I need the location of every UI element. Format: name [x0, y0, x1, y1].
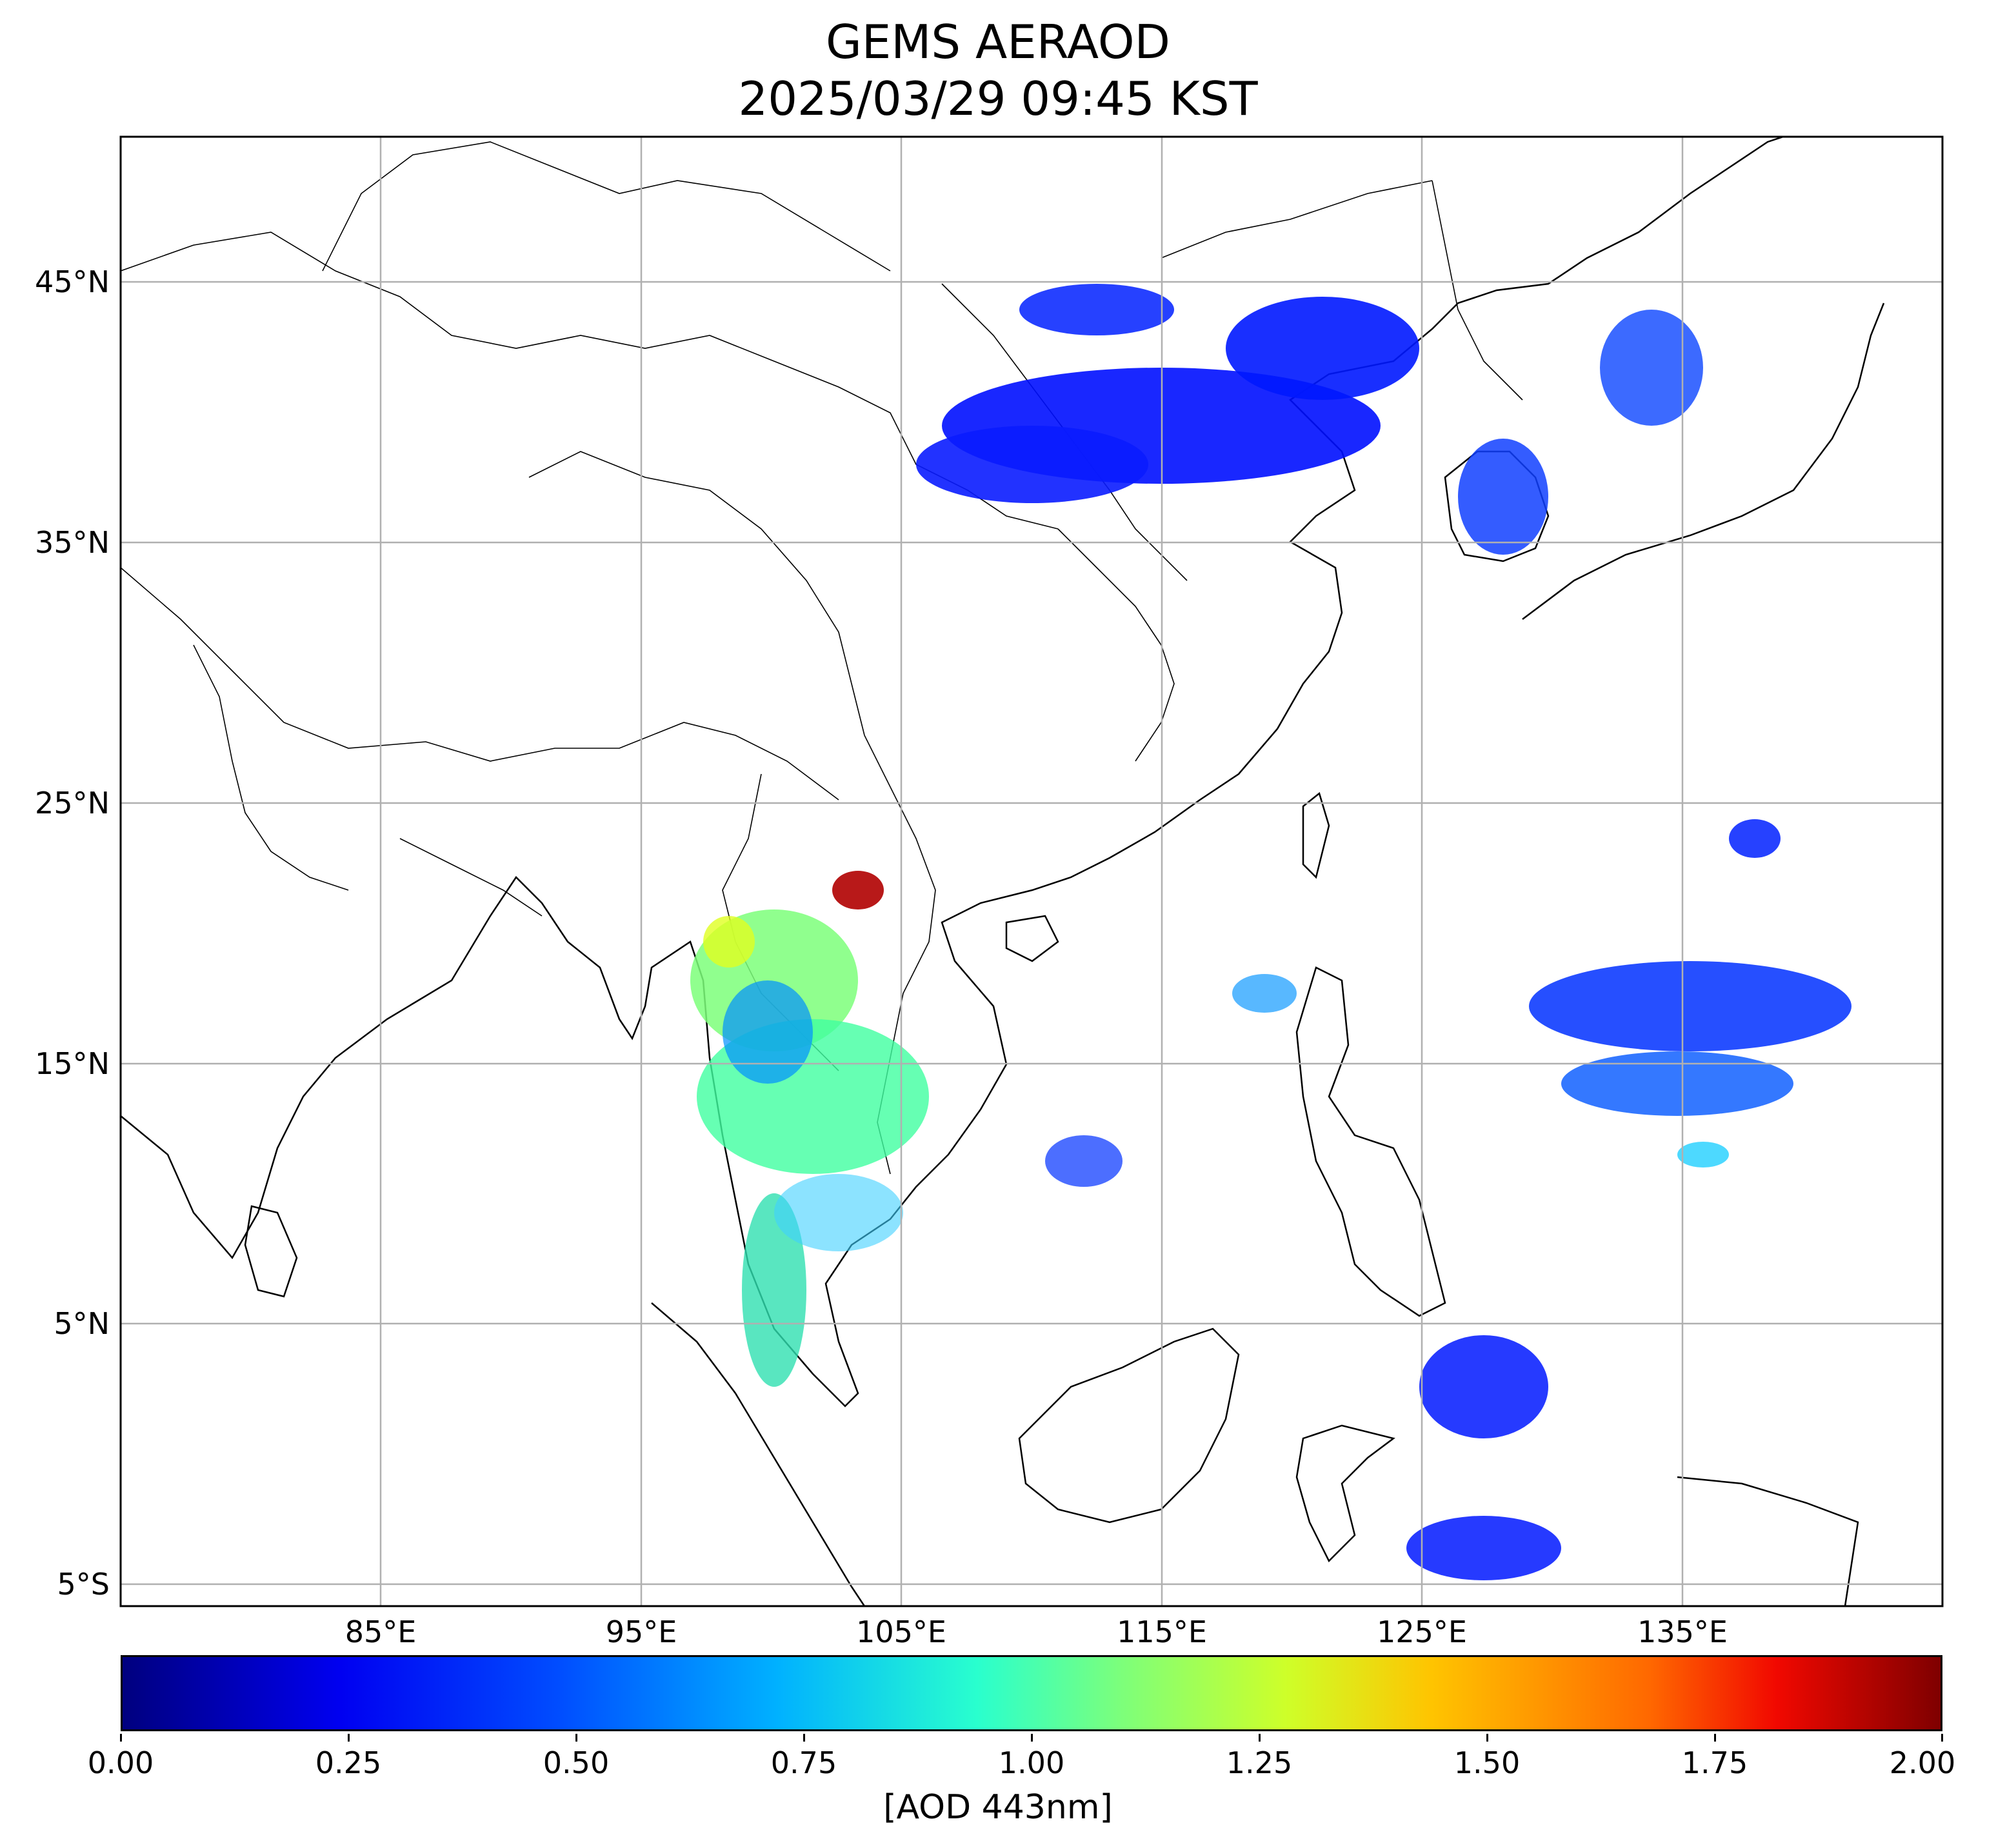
lon-label-95e: 95°E — [605, 1615, 677, 1649]
colorbar-label-7: 1.75 — [1681, 1745, 1748, 1780]
colorbar-tick — [120, 1734, 122, 1742]
aod-patch-pacific-south — [1561, 1051, 1793, 1116]
colorbar-tick — [803, 1734, 805, 1742]
aod-patch-indochina-core — [723, 980, 813, 1084]
aod-patch-sulawesi-sea — [1419, 1335, 1548, 1438]
japan-coast — [1522, 303, 1885, 620]
philippines-coast — [1295, 966, 1446, 1317]
lon-label-135e: 135°E — [1637, 1615, 1728, 1649]
colorbar-label-3: 0.75 — [770, 1745, 837, 1780]
colorbar-label-0: 0.00 — [87, 1745, 154, 1780]
aod-patch-pacific-north — [1529, 961, 1851, 1051]
map-title: GEMS AERAOD — [826, 15, 1170, 69]
colorbar-title: [AOD 443nm] — [883, 1788, 1113, 1827]
taiwan-coast — [1302, 791, 1330, 879]
lon-label-115e: 115°E — [1117, 1615, 1207, 1649]
lat-label-35n: 35°N — [35, 525, 110, 560]
sulawesi-coast — [1295, 1424, 1395, 1563]
colorbar-label-1: 0.25 — [315, 1745, 382, 1780]
new-guinea-coast — [1677, 1476, 1859, 1606]
aod-patch-laos-hotspot — [832, 871, 884, 909]
colorbar-label-8: 2.00 — [1889, 1745, 1956, 1780]
lat-label-15n: 15°N — [35, 1046, 110, 1081]
map-frame — [119, 135, 1944, 1607]
aod-patch-inner-mongolia — [1226, 297, 1419, 400]
grid-lines — [121, 137, 1942, 1606]
aod-patches — [690, 284, 1851, 1580]
borneo-coast — [1018, 1327, 1240, 1524]
lat-label-5n: 5°N — [54, 1306, 110, 1341]
lat-label-5s: 5°S — [57, 1567, 110, 1602]
aod-patch-gulf-thailand — [774, 1174, 903, 1251]
map-subtitle: 2025/03/29 09:45 KST — [738, 72, 1258, 126]
colorbar-label-5: 1.25 — [1226, 1745, 1293, 1780]
aod-patch-pacific-east — [1729, 819, 1781, 858]
colorbar-tick — [1486, 1734, 1488, 1742]
aod-colorbar — [121, 1655, 1942, 1731]
aod-patch-northeast — [1019, 284, 1174, 335]
country-borders — [121, 141, 1523, 1175]
lat-label-45n: 45°N — [35, 264, 110, 299]
aod-patch-pacific-cyan — [1677, 1142, 1729, 1167]
sumatra-coast — [651, 1302, 866, 1606]
aod-patch-myanmar-yellow — [703, 916, 755, 968]
aod-patch-luzon-strait — [1232, 974, 1297, 1013]
colorbar-tick — [1031, 1734, 1033, 1742]
aod-patch-malay-peninsula — [742, 1193, 806, 1387]
sri-lanka-coast — [244, 1205, 298, 1298]
colorbar-label-6: 1.50 — [1453, 1745, 1521, 1780]
lon-label-85e: 85°E — [344, 1615, 417, 1649]
colorbar-tick — [575, 1734, 577, 1742]
lon-label-105e: 105°E — [856, 1615, 946, 1649]
aod-patch-korea — [1458, 439, 1548, 555]
colorbar-label-2: 0.50 — [543, 1745, 610, 1780]
lon-label-125e: 125°E — [1377, 1615, 1467, 1649]
aod-patch-hebei — [916, 426, 1148, 503]
lat-label-25n: 25°N — [35, 786, 110, 820]
colorbar-tick — [1714, 1734, 1716, 1742]
colorbar-label-4: 1.00 — [998, 1745, 1065, 1780]
colorbar-tick — [348, 1734, 350, 1742]
colorbar-tick — [1259, 1734, 1261, 1742]
aod-patch-banda — [1406, 1516, 1561, 1580]
hainan-coast — [1005, 915, 1059, 962]
aod-patch-east-sea — [1600, 310, 1703, 426]
aod-patch-south-china-sea — [1045, 1135, 1123, 1187]
colorbar-tick — [1941, 1734, 1943, 1742]
